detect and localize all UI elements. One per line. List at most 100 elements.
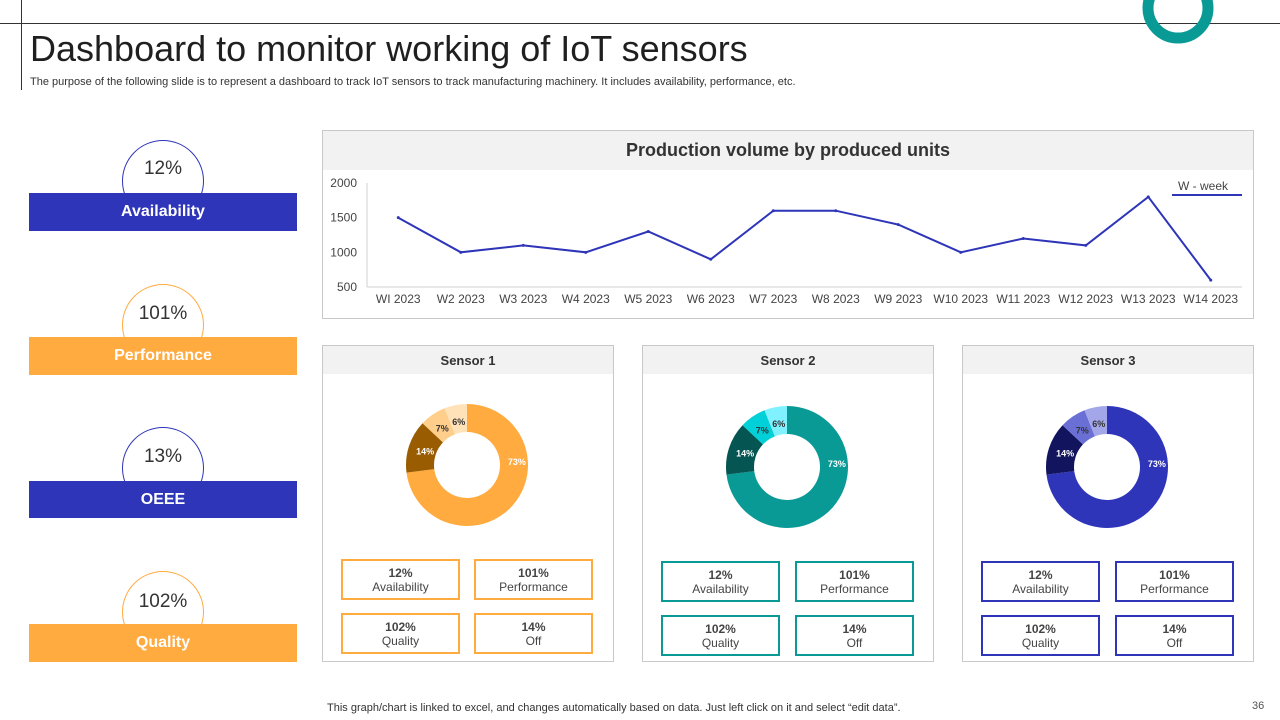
kpi-label-bar: Quality — [29, 624, 297, 662]
stat-label: Quality — [1021, 636, 1060, 650]
donut-slice-label: 7% — [756, 426, 769, 436]
x-tick-label: W6 2023 — [687, 292, 735, 306]
donut-slice-label: 6% — [452, 417, 465, 427]
sensor-1-donut-chart[interactable]: 73% 14% 7%6% — [405, 403, 529, 527]
sensor-2-availability-box: 12% Availability — [661, 561, 780, 602]
data-point — [771, 209, 775, 213]
data-point — [646, 230, 650, 234]
stat-value: 101% — [1159, 568, 1190, 582]
donut-slice-label: 73% — [828, 459, 846, 469]
sensor-2-donut-chart[interactable]: 73% 14% 7%6% — [725, 405, 849, 529]
stat-value: 102% — [1025, 622, 1056, 636]
data-point — [1084, 243, 1088, 247]
donut-slice — [1046, 406, 1168, 528]
x-tick-label: W13 2023 — [1121, 292, 1176, 306]
stat-label: Off — [846, 636, 863, 650]
data-point — [1021, 236, 1025, 240]
sensor-1-quality-box: 102% Quality — [341, 613, 460, 654]
sensor-2-quality-box: 102% Quality — [661, 615, 780, 656]
x-tick-label: W4 2023 — [562, 292, 610, 306]
data-point — [959, 250, 963, 254]
chart-title: Production volume by produced units — [323, 131, 1253, 170]
teal-ring-decoration — [1142, 0, 1214, 44]
x-tick-label: W10 2023 — [933, 292, 988, 306]
stat-value: 12% — [388, 566, 413, 580]
stat-label: Performance — [499, 580, 568, 594]
page-subtitle: The purpose of the following slide is to… — [30, 76, 796, 88]
donut-slice — [1084, 406, 1107, 437]
donut-slice — [726, 406, 848, 528]
x-tick-label: W11 2023 — [996, 292, 1050, 306]
kpi-label-bar: Performance — [29, 337, 297, 375]
sensor-3-quality-box: 102% Quality — [981, 615, 1100, 656]
donut-slice-label: 14% — [1056, 448, 1074, 458]
donut-slice — [406, 423, 443, 473]
donut-slice-label: 7% — [436, 424, 449, 434]
sensor-title: Sensor 2 — [643, 346, 933, 374]
sensor-1-performance-box: 101% Performance — [474, 559, 593, 600]
sensor-2-off-box: 14% Off — [795, 615, 914, 656]
sensor-3-off-box: 14% Off — [1115, 615, 1234, 656]
y-tick-label: 1000 — [330, 245, 357, 259]
data-point — [1209, 278, 1213, 282]
x-tick-label: W9 2023 — [874, 292, 922, 306]
x-tick-label: W14 2023 — [1183, 292, 1238, 306]
donut-slice — [1062, 410, 1095, 445]
sensor-3-donut-chart[interactable]: 73% 14% 7%6% — [1045, 405, 1169, 529]
x-tick-label: W8 2023 — [812, 292, 860, 306]
sensor-1-availability-box: 12% Availability — [341, 559, 460, 600]
donut-slice — [406, 404, 528, 526]
kpi-label-bar: OEEE — [29, 481, 297, 518]
donut-slice-label: 73% — [1148, 459, 1166, 469]
stat-label: Quality — [701, 636, 740, 650]
stat-value: 14% — [842, 622, 867, 636]
y-tick-label: 2000 — [330, 176, 357, 190]
sensor-3-performance-box: 101% Performance — [1115, 561, 1234, 602]
stat-label: Quality — [381, 634, 420, 648]
top-rule — [0, 23, 1280, 24]
series-line — [397, 195, 1212, 281]
stat-label: Performance — [820, 582, 889, 596]
stat-value: 12% — [1028, 568, 1053, 582]
donut-slice — [444, 404, 467, 435]
kpi-label-bar: Availability — [29, 193, 297, 231]
sensor-title: Sensor 1 — [323, 346, 613, 374]
donut-slice-label: 73% — [508, 457, 526, 467]
left-rule — [21, 0, 22, 90]
data-point — [1146, 195, 1150, 199]
data-point — [521, 243, 525, 247]
stat-label: Availability — [372, 580, 429, 594]
x-tick-label: W7 2023 — [749, 292, 797, 306]
legend-label: W - week — [1178, 179, 1229, 193]
stat-label: Off — [525, 634, 542, 648]
kpi-value: 13% — [143, 446, 183, 467]
donut-slice-label: 6% — [1092, 419, 1105, 429]
production-line-chart-svg: 2000 1500 1000 500 WI 2023 W2 2023 W3 2023 W4 2… — [330, 176, 1242, 306]
donut-slice — [726, 425, 763, 475]
y-tick-label: 500 — [337, 280, 357, 294]
page-title: Dashboard to monitor working of IoT sens… — [30, 28, 748, 69]
page-number: 36 — [1252, 700, 1265, 712]
data-point — [459, 250, 463, 254]
stat-label: Performance — [1140, 582, 1209, 596]
stat-value: 102% — [385, 620, 416, 634]
stat-value: 102% — [705, 622, 736, 636]
x-tick-label: W12 2023 — [1058, 292, 1113, 306]
sensor-2-performance-box: 101% Performance — [795, 561, 914, 602]
donut-slice-label: 6% — [772, 419, 785, 429]
stat-value: 101% — [518, 566, 549, 580]
stat-value: 14% — [1162, 622, 1187, 636]
y-tick-label: 1500 — [330, 211, 357, 225]
donut-slice-label: 14% — [416, 446, 434, 456]
stat-value: 101% — [839, 568, 870, 582]
x-tick-label: W3 2023 — [499, 292, 547, 306]
donut-slice-label: 14% — [736, 448, 754, 458]
donut-slice — [764, 406, 787, 437]
data-point — [709, 257, 713, 261]
data-point — [896, 223, 900, 227]
x-tick-label: W2 2023 — [437, 292, 485, 306]
kpi-value: 101% — [138, 303, 188, 324]
x-tick-label: W5 2023 — [624, 292, 672, 306]
data-point — [584, 250, 588, 254]
sensor-1-off-box: 14% Off — [474, 613, 593, 654]
